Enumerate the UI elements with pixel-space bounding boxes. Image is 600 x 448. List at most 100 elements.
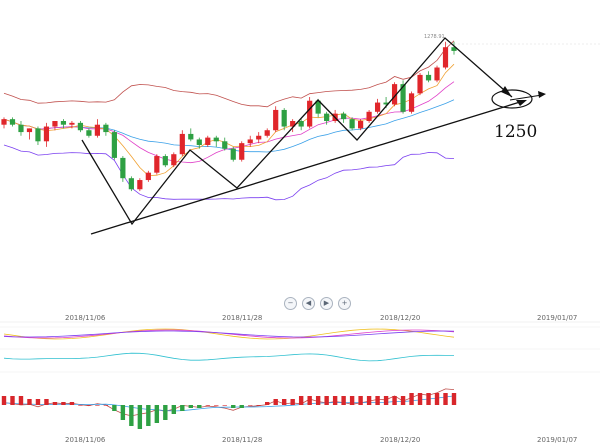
- candle-down: [18, 124, 24, 133]
- zoom-out-icon[interactable]: −: [284, 297, 297, 310]
- candle-up: [434, 67, 440, 81]
- macd-bar: [256, 405, 261, 406]
- candle-up: [179, 133, 185, 155]
- candle-down: [111, 132, 117, 158]
- macd-bar: [451, 393, 457, 405]
- candle-down: [188, 133, 194, 140]
- macd-bar: [400, 396, 406, 405]
- target-arrow: [509, 94, 543, 101]
- candle-up: [442, 47, 449, 68]
- candle-down: [222, 141, 228, 149]
- macd-bar: [35, 399, 41, 405]
- candle-down: [60, 121, 67, 125]
- macd-bar: [366, 396, 372, 405]
- macd-bar: [443, 393, 448, 405]
- macd-bar: [239, 405, 244, 408]
- candle-up: [247, 139, 253, 144]
- scroll-left-icon[interactable]: ◀: [302, 297, 315, 310]
- candle-up: [154, 156, 160, 173]
- macd-panel: [0, 371, 600, 429]
- x-axis-date-label: 2018/11/06: [65, 314, 106, 322]
- candle-down: [103, 124, 109, 133]
- top-band-line: [3, 40, 455, 108]
- trendline-zigzag: [81, 37, 513, 226]
- macd-bar: [417, 393, 423, 405]
- macd-bar: [129, 405, 134, 426]
- macd-bar: [375, 396, 380, 405]
- candle-up: [290, 121, 296, 127]
- scroll-right-icon[interactable]: ▶: [320, 297, 333, 310]
- candle-up: [26, 128, 33, 133]
- macd-bar: [171, 405, 177, 414]
- candle-up: [408, 93, 415, 112]
- macd-bar: [61, 402, 66, 405]
- macd-bar: [341, 396, 346, 405]
- candle-down: [451, 47, 457, 51]
- macd-bar: [222, 405, 227, 406]
- macd-bar: [95, 405, 100, 406]
- macd-bar: [315, 396, 321, 405]
- zoom-in-icon[interactable]: +: [338, 297, 351, 310]
- x-axis-date-label: 2018/12/20: [380, 314, 420, 322]
- candle-up: [256, 135, 262, 140]
- candle-up: [273, 109, 279, 131]
- candle-down: [213, 137, 219, 142]
- macd-bar: [426, 393, 431, 405]
- macd-bar: [273, 399, 278, 405]
- candle-down: [120, 157, 126, 179]
- macd-bar: [197, 405, 202, 408]
- candle-up: [417, 74, 423, 94]
- x-axis-date-label-bottom: 2019/01/07: [537, 436, 577, 444]
- candle-up: [171, 154, 177, 166]
- target-arrowhead: [538, 91, 546, 98]
- macd-bar: [163, 405, 168, 420]
- candle-down: [298, 121, 304, 127]
- macd-bar: [180, 405, 185, 411]
- macd-bar: [332, 396, 338, 405]
- target-circle: [491, 89, 533, 109]
- candle-down: [162, 156, 168, 166]
- target-price-label: 1250: [494, 122, 537, 142]
- ma-line-orange: [3, 63, 455, 177]
- candle-down: [425, 74, 432, 81]
- candle-up: [205, 137, 211, 145]
- candle-down: [35, 128, 41, 142]
- ma-line-pink: [3, 81, 455, 164]
- macd-bar: [409, 393, 414, 405]
- macd-bar: [307, 396, 312, 405]
- candle-down: [349, 119, 355, 129]
- x-axis-date-label-bottom: 2018/12/20: [380, 436, 420, 444]
- macd-bar: [324, 396, 329, 405]
- x-axis-date-label-bottom: 2018/11/06: [65, 436, 106, 444]
- candle-down: [341, 113, 347, 120]
- macd-bar: [86, 405, 92, 406]
- macd-bar: [290, 399, 295, 405]
- macd-bar: [1, 396, 7, 405]
- peak-label: 1278.91: [424, 34, 445, 40]
- bottom-band-line: [3, 144, 455, 201]
- macd-bar: [112, 405, 117, 411]
- macd-bar: [214, 405, 219, 406]
- macd-bar: [392, 396, 397, 405]
- candle-down: [400, 84, 406, 112]
- macd-bar: [358, 396, 363, 405]
- trendline-support: [90, 100, 527, 235]
- candle-down: [196, 139, 202, 145]
- macd-bar: [188, 405, 193, 408]
- indicator-panel-1: [0, 326, 600, 340]
- candle-down: [9, 119, 16, 125]
- macd-bar: [231, 405, 236, 408]
- macd-bar: [137, 405, 143, 429]
- candle-up: [391, 84, 398, 105]
- candle-up: [94, 124, 100, 136]
- macd-bar: [298, 396, 304, 405]
- candle-down: [383, 102, 389, 105]
- macd-bar: [69, 402, 75, 405]
- macd-bar: [434, 393, 440, 405]
- indicator-panel-2: [0, 348, 600, 362]
- macd-bar: [52, 402, 58, 405]
- candle-up: [145, 172, 151, 181]
- macd-bar: [27, 399, 32, 405]
- candle-up: [1, 119, 7, 125]
- macd-bar: [205, 405, 210, 406]
